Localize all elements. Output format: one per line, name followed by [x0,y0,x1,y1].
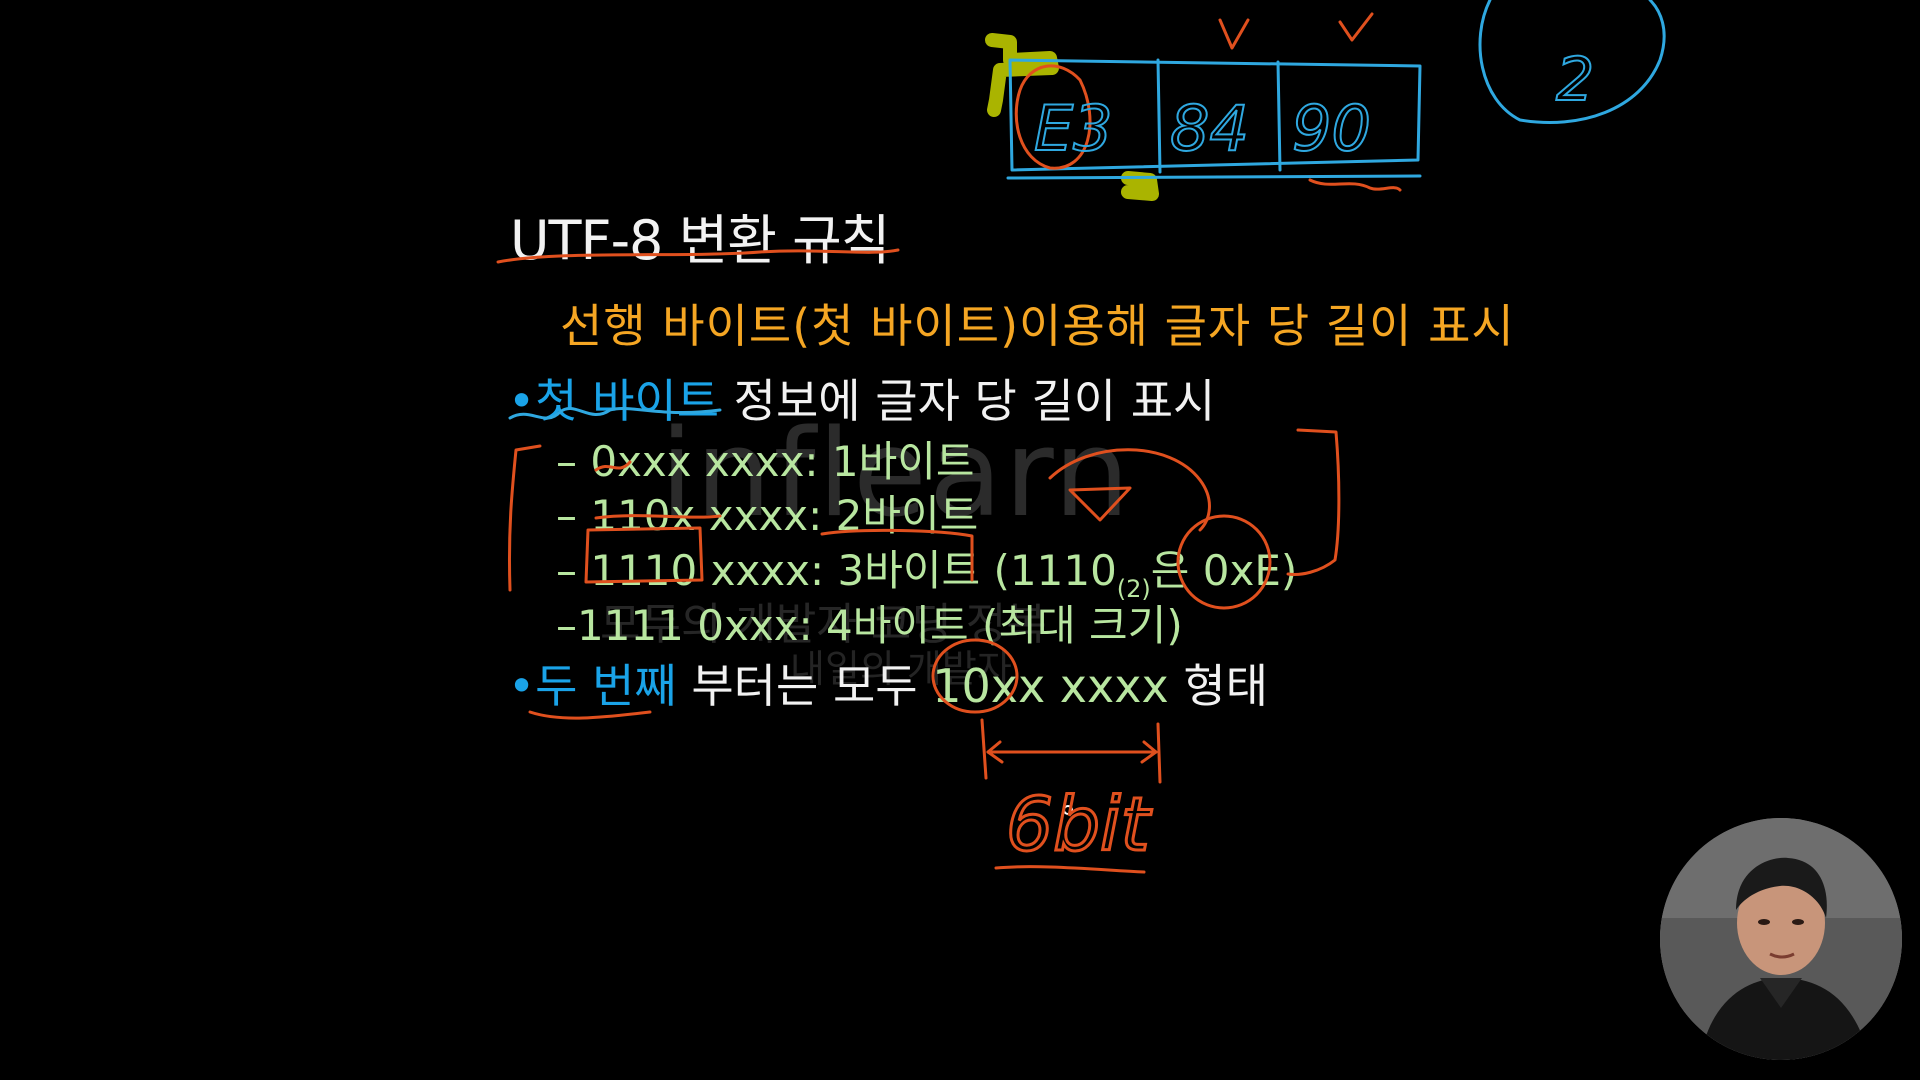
presenter-webcam [1660,818,1902,1060]
bullet-text: 부터는 모두 [676,659,933,713]
byte-e3: E3 [1034,92,1113,165]
bullet-text: 정보에 글자 당 길이 표시 [719,374,1216,428]
rule-3byte: – 1110 xxxx: 3바이트 (1110(2)은 0xE) [556,537,1297,603]
rule-tail: 은 0xE) [1150,546,1298,595]
rule-prefix: – [556,491,591,540]
rule-4byte: –1111 0xxx: 4바이트 (최대 크기) [556,592,1183,653]
bullet-text-end: 형태 [1168,659,1268,713]
rule-prefix: – [556,546,591,595]
bullet-pattern: 10xx xxxx [932,659,1169,713]
byte-84: 84 [1170,92,1249,165]
slide-subtitle: 선행 바이트(첫 바이트)이용해 글자 당 길이 표시 [560,299,1515,353]
bullet-continuation-bytes: •두 번째 부터는 모두 10xx xxxx 형태 [508,650,1268,716]
watermark-line2: 내일의 개발자 [790,647,1012,691]
side-note: 2 [1556,45,1594,115]
rule-1byte: – 0xxx xxxx: 1바이트 [556,428,975,489]
rule-prefix: – [556,601,577,650]
rule-subscript: (2) [1116,575,1151,603]
rule-prefix: – [556,437,591,486]
presenter-figure [1660,818,1902,1060]
rule-text: 0xxx xxxx: 1바이트 [590,437,975,486]
bullet-dot: • [508,374,536,428]
watermark-brand: inflearn [660,405,1132,544]
bullet-highlight: 두 번째 [535,659,677,713]
slide-title: UTF-8 변환 규칙 [510,209,890,272]
rule-text: 1110 xxxx: 3바이트 (1110 [590,546,1117,595]
rule-text: 1111 0xxx: 4바이트 (최대 크기) [577,601,1183,650]
bullet-highlight: 첫 바이트 [535,374,720,428]
bullet-dot: • [508,659,536,713]
byte-90: 90 [1292,92,1371,165]
bullet-first-byte: •첫 바이트 정보에 글자 당 길이 표시 [508,365,1215,431]
bit-note: 6bit [1006,782,1153,868]
